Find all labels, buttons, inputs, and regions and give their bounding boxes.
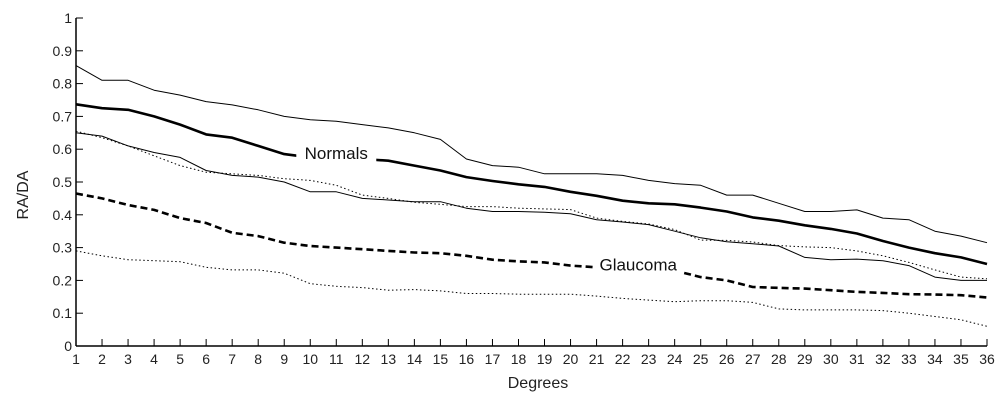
y-tick-label: 0.3 [53, 240, 73, 256]
x-tick-label: 21 [589, 351, 605, 367]
x-tick-label: 31 [849, 351, 865, 367]
x-tick-label: 11 [329, 351, 344, 367]
x-tick-label: 12 [355, 351, 371, 367]
y-axis-title: RA/DA [15, 170, 32, 219]
x-tick-label: 29 [797, 351, 813, 367]
x-tick-label: 27 [745, 351, 761, 367]
x-tick-label: 34 [927, 351, 943, 367]
x-tick-label: 10 [302, 351, 318, 367]
x-tick-label: 3 [124, 351, 132, 367]
annotation-background [593, 253, 684, 276]
annotation-label: Glaucoma [599, 255, 677, 274]
x-tick-label: 5 [176, 351, 184, 367]
x-tick-label: 8 [254, 351, 262, 367]
y-tick-label: 0.9 [53, 43, 73, 59]
x-tick-label: 13 [381, 351, 397, 367]
annotation-label: Normals [305, 144, 368, 163]
y-tick-label: 0 [64, 338, 72, 354]
x-tick-label: 20 [563, 351, 579, 367]
x-tick-label: 36 [979, 351, 995, 367]
series-line-4 [75, 130, 988, 280]
x-tick-label: 32 [875, 351, 891, 367]
x-tick-label: 24 [667, 351, 683, 367]
annotation-layer: Normals Glaucoma [296, 141, 684, 276]
x-tick-label: 4 [150, 351, 158, 367]
x-tick-label: 22 [615, 351, 631, 367]
x-tick-label: 28 [771, 351, 787, 367]
x-tick-label: 2 [98, 351, 106, 367]
x-tick-label: 9 [280, 351, 288, 367]
axes: 00.10.20.30.40.50.60.70.80.911 2 3 4 5 6 7 8 9 10… [53, 10, 995, 367]
y-tick-label: 0.6 [53, 141, 73, 157]
x-tick-label: 25 [693, 351, 709, 367]
x-tick-label: 35 [953, 351, 969, 367]
x-tick-label: 7 [228, 351, 236, 367]
y-tick-label: 0.5 [53, 174, 73, 190]
x-tick-label: 19 [537, 351, 553, 367]
series-line-6 [75, 250, 988, 327]
y-tick-label: 0.4 [53, 207, 73, 223]
x-tick-label: 30 [823, 351, 839, 367]
series-layer [75, 65, 988, 327]
y-tick-label: 1 [64, 10, 72, 26]
y-tick-label: 0.8 [53, 76, 73, 92]
x-tick-label: 6 [202, 351, 210, 367]
x-axis-title: Degrees [508, 375, 568, 392]
x-tick-label: 33 [901, 351, 917, 367]
x-tick-label: 18 [511, 351, 527, 367]
series-line-1 [75, 65, 988, 244]
x-tick-label: 17 [485, 351, 501, 367]
series-line-2 [75, 103, 988, 266]
x-tick-label: 1 [72, 351, 80, 367]
x-tick-label: 15 [433, 351, 449, 367]
y-tick-label: 0.1 [53, 305, 73, 321]
x-tick-label: 26 [719, 351, 735, 367]
x-tick-label: 16 [459, 351, 475, 367]
x-tick-label: 14 [407, 351, 423, 367]
y-tick-label: 0.2 [53, 272, 73, 288]
x-tick-label: 23 [641, 351, 657, 367]
series-line-3 [75, 132, 987, 281]
annotation-background [296, 141, 377, 164]
series-line-5 [75, 192, 988, 299]
y-tick-label: 0.7 [53, 108, 73, 124]
